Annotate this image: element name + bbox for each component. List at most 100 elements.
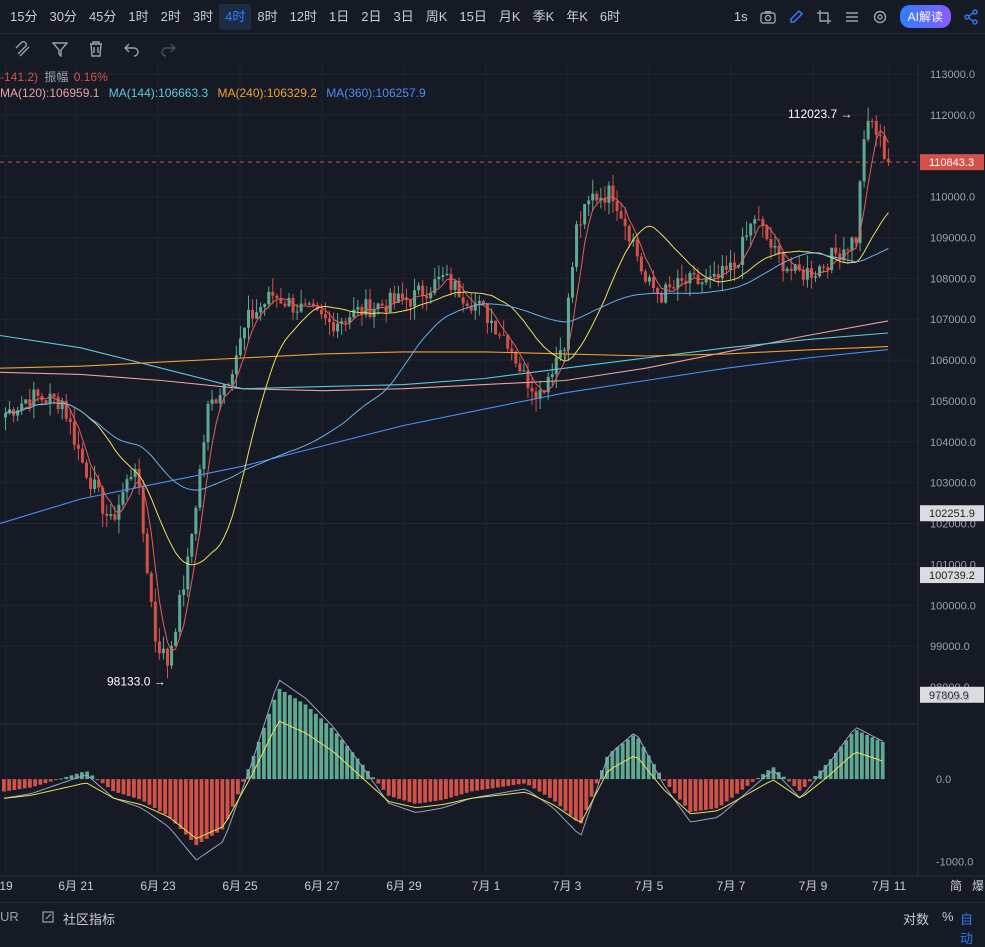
log-scale-button[interactable]: 对数 — [903, 912, 930, 927]
edit-icon[interactable] — [42, 911, 54, 923]
macd-bar — [865, 734, 869, 780]
candle-body — [724, 265, 728, 270]
candle-body — [198, 469, 202, 508]
candle-body — [360, 306, 364, 315]
candle-body — [352, 309, 356, 318]
settings-list-icon[interactable] — [844, 9, 860, 25]
candle-body — [64, 400, 68, 419]
macd-bar — [293, 698, 297, 780]
timeframe-tab[interactable]: 45分 — [88, 8, 117, 24]
candle-body — [469, 305, 473, 311]
timeframe-tab[interactable]: 12时 — [289, 8, 318, 24]
crop-icon[interactable] — [816, 9, 832, 25]
timeframe-tab[interactable]: 1时 — [128, 8, 149, 24]
filter-icon[interactable] — [52, 41, 68, 57]
timeframe-tab[interactable]: 30分 — [49, 8, 77, 24]
magnet-icon[interactable] — [14, 40, 32, 58]
camera-icon[interactable] — [759, 10, 776, 24]
candle-body — [571, 267, 574, 298]
percent-button[interactable]: % — [942, 909, 954, 924]
candle-body — [137, 468, 141, 488]
candle-body — [210, 399, 214, 404]
macd-bar — [303, 704, 308, 780]
candle-body — [190, 533, 194, 557]
candle-body — [129, 476, 133, 480]
timeframe-tab[interactable]: 8时 — [257, 8, 278, 24]
ma240-label: MA(240):106329.2 — [217, 86, 317, 100]
macd-bar — [849, 734, 854, 780]
timeframe-tab[interactable]: 15日 — [459, 8, 487, 24]
ma-line-ma360 — [0, 349, 889, 525]
candle-body — [485, 304, 489, 324]
macd-bar — [730, 779, 734, 798]
macd-bar — [584, 779, 589, 811]
candle-body — [85, 462, 88, 478]
candle-body — [591, 193, 595, 201]
candle-body — [502, 334, 506, 336]
macd-bar — [792, 779, 797, 787]
candle-body — [850, 237, 854, 251]
candle-body — [797, 264, 801, 271]
macd-bar — [709, 779, 713, 810]
macd-bar — [345, 745, 349, 780]
macd-bar — [797, 779, 802, 791]
candle-body — [186, 556, 190, 590]
candle-body — [161, 648, 165, 654]
current-price-label-bg — [920, 154, 984, 171]
timeframe-tab[interactable]: 年K — [566, 8, 588, 24]
timeframe-tab[interactable]: 4时 — [219, 3, 252, 30]
timeframe-tab[interactable]: 15分 — [10, 8, 38, 24]
candle-body — [834, 247, 838, 254]
candle-body — [105, 513, 109, 516]
redo-icon[interactable] — [160, 41, 176, 57]
macd-bar — [428, 779, 433, 802]
macd-bar — [54, 779, 58, 781]
candle-body — [437, 276, 441, 280]
candle-body — [121, 491, 125, 505]
interval-button[interactable]: 1s — [733, 9, 748, 24]
timeframe-tab[interactable]: 周K — [425, 8, 448, 24]
macd-bar — [392, 779, 396, 798]
macd-bar — [828, 759, 833, 780]
timeframe-tab[interactable]: 月K — [498, 8, 521, 24]
timeframe-tab[interactable]: 3时 — [192, 8, 214, 24]
share-icon[interactable] — [963, 8, 979, 25]
timeframe-tab[interactable]: 2时 — [160, 8, 181, 24]
candle-body — [704, 278, 708, 283]
timeframe-tab[interactable]: 2日 — [361, 8, 382, 24]
candle-body — [728, 262, 732, 270]
simplified-toggle[interactable]: 简 — [950, 879, 962, 893]
date-tick-label: 7月 7 — [717, 879, 746, 893]
ma144-label: MA(144):106663.3 — [108, 86, 209, 100]
liquidation-toggle[interactable]: 爆 — [972, 879, 984, 893]
candle-body — [647, 277, 651, 282]
macd-bar — [308, 709, 313, 780]
community-indicators-button[interactable]: 社区指标 — [63, 912, 116, 927]
candle-body — [109, 514, 113, 516]
timeframe-tab[interactable]: 1日 — [329, 8, 350, 24]
candle-body — [214, 399, 218, 404]
candle-body — [805, 268, 809, 280]
pen-icon[interactable] — [788, 9, 804, 25]
ai-interpret-button[interactable]: AI解读 — [899, 5, 951, 28]
candle-body — [222, 383, 226, 396]
candle-body — [364, 299, 368, 315]
undo-icon[interactable] — [124, 41, 140, 57]
candle-body — [607, 185, 611, 203]
candle-body — [441, 275, 445, 277]
timeframe-tab[interactable]: 季K — [532, 8, 555, 24]
trash-icon[interactable] — [88, 41, 104, 57]
candle-body — [785, 268, 789, 272]
candle-body — [562, 349, 566, 351]
candle-body — [530, 387, 534, 392]
candle-body — [635, 239, 639, 257]
gear-icon[interactable] — [872, 9, 888, 25]
macd-bar — [189, 779, 193, 840]
candle-body — [510, 348, 514, 352]
timeframe-tab[interactable]: 3日 — [393, 8, 414, 24]
candle-body — [348, 317, 352, 323]
timeframe-tab[interactable]: 6时 — [599, 8, 621, 24]
price-chart[interactable]: 113000.0 112000.0 110000.0 109000.0 108000.0… — [0, 64, 985, 902]
auto-scale-button[interactable]: 自动 — [960, 912, 974, 946]
candle-body — [166, 648, 169, 666]
